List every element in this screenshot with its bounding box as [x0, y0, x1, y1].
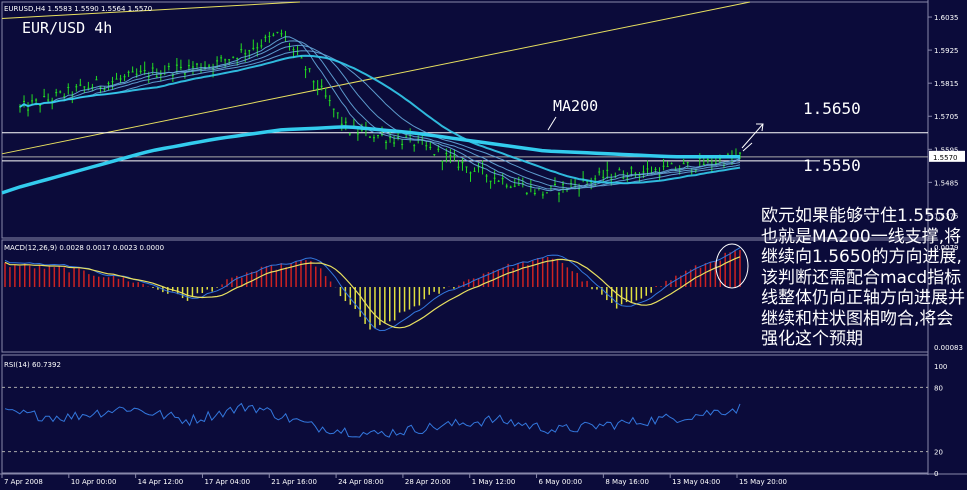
price-tick-label: 1.5375	[934, 212, 959, 220]
rsi-tick-label: 0	[934, 470, 938, 478]
price-panel	[1, 1, 929, 239]
ribbon-line	[19, 44, 741, 189]
price-tick-label: 1.5485	[934, 179, 959, 187]
current-price-box	[929, 150, 965, 162]
candles	[19, 29, 741, 203]
time-tick-label: 15 May 20:00	[739, 478, 787, 486]
time-tick-label: 24 Apr 08:00	[338, 478, 384, 486]
ribbon-line	[19, 54, 741, 185]
support-label: 1.5550	[803, 156, 861, 175]
chart-title: EUR/USD 4h	[22, 19, 112, 37]
time-tick-label: 10 Apr 00:00	[71, 478, 117, 486]
ma200-line	[1, 125, 740, 195]
symbol-line: EURUSD,H4 1.5583 1.5590 1.5564 1.5570	[4, 5, 152, 13]
rsi-label: RSI(14) 60.7392	[4, 361, 61, 369]
ma200-label: MA200	[553, 97, 598, 115]
price-tick-label: 1.5595	[934, 146, 959, 154]
price-tick-label: 1.5925	[934, 47, 959, 55]
macd-histogram	[4, 249, 741, 330]
time-tick-label: 1 May 12:00	[472, 478, 516, 486]
time-tick-label: 17 Apr 04:00	[204, 478, 250, 486]
time-tick-label: 7 Apr 2008	[4, 478, 43, 486]
up-arrow	[741, 123, 764, 149]
macd-label: MACD(12,26,9) 0.0028 0.0017 0.0023 0.000…	[4, 244, 164, 252]
time-tick-label: 14 Apr 12:00	[138, 478, 184, 486]
macd-line	[4, 247, 741, 332]
trendline-upper	[1, 1, 301, 20]
trendline-lower	[1, 1, 751, 155]
resistance-label: 1.5650	[803, 99, 861, 118]
macd-tick-label: 0.0079	[934, 244, 959, 252]
rsi-line	[4, 402, 741, 438]
price-tick-label: 1.6035	[934, 14, 959, 22]
rsi-tick-label: 20	[934, 449, 943, 457]
ribbon-line	[19, 36, 741, 192]
ribbon-line	[19, 40, 741, 191]
ma200-pointer	[547, 116, 557, 131]
price-tick-label: 1.5705	[934, 113, 959, 121]
time-tick-label: 28 Apr 20:00	[405, 478, 451, 486]
rsi-tick-label: 80	[934, 384, 943, 392]
time-tick-label: 6 May 00:00	[539, 478, 583, 486]
rsi-panel	[1, 354, 929, 474]
time-tick-label: 8 May 16:00	[605, 478, 649, 486]
time-tick-label: 21 Apr 16:00	[271, 478, 317, 486]
rsi-tick-label: 100	[934, 363, 947, 371]
current-price-label: 1.5570	[933, 154, 958, 162]
price-tick-label: 1.5815	[934, 80, 959, 88]
arrow-stub	[742, 142, 753, 152]
macd-highlight-circle	[715, 243, 749, 289]
time-tick-label: 13 May 04:00	[672, 478, 720, 486]
macd-signal-line	[4, 256, 741, 329]
analysis-note: 欧元如果能够守住1.5550也就是MA200一线支撑,将继续向1.5650的方向…	[761, 206, 965, 349]
macd-tick-label: 0.00083	[934, 344, 963, 352]
